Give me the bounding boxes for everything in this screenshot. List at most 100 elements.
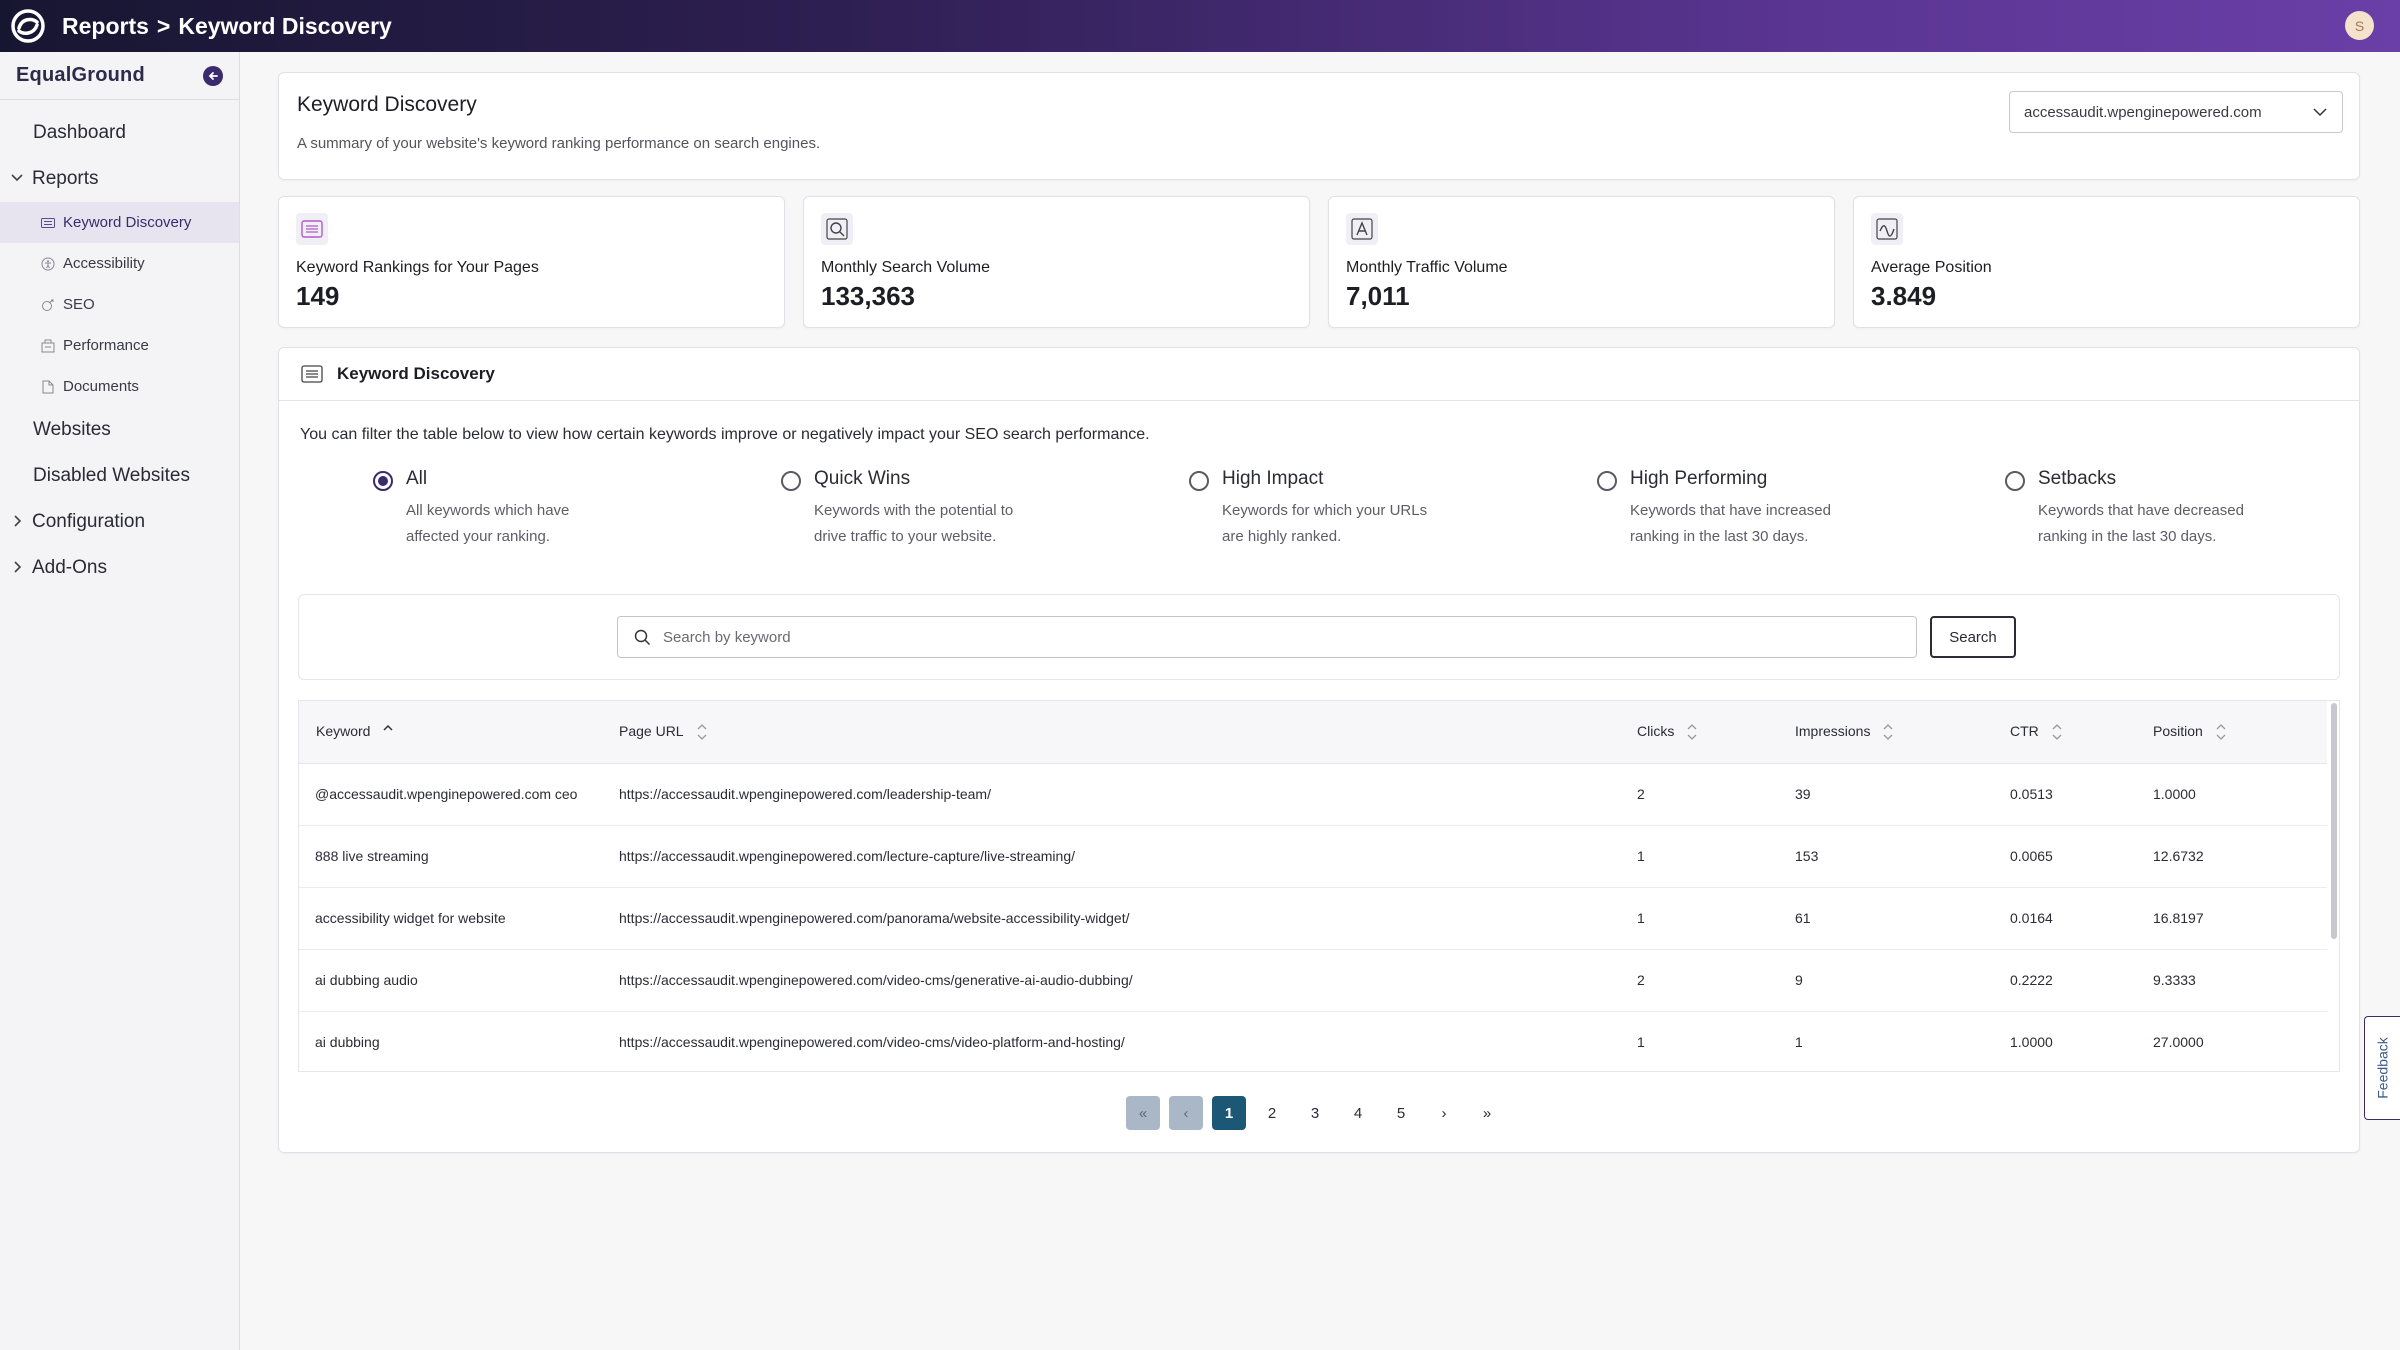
sidebar-item-configuration[interactable]: Configuration	[0, 499, 239, 545]
sort-icon[interactable]	[2051, 723, 2063, 741]
radio-button[interactable]	[781, 471, 801, 491]
sidebar-item-label: Dashboard	[33, 122, 126, 143]
table-row: 888 live streaming https://accessaudit.w…	[299, 825, 2327, 887]
stat-monthly-search-volume: Monthly Search Volume 133,363	[803, 196, 1310, 328]
keyboard-icon	[40, 215, 56, 231]
brand-row: EqualGround	[0, 52, 239, 100]
sidebar-item-add-ons[interactable]: Add-Ons	[0, 545, 239, 591]
document-icon	[40, 379, 56, 395]
filter-high-performing[interactable]: High Performing Keywords that have incre…	[1597, 468, 1837, 550]
cell-ctr: 0.2222	[2010, 972, 2053, 988]
cell-keyword: accessibility widget for website	[315, 910, 506, 926]
filter-title: Quick Wins	[814, 468, 911, 489]
sidebar-item-accessibility[interactable]: Accessibility	[0, 243, 239, 284]
website-select[interactable]: accessaudit.wpenginepowered.com	[2009, 91, 2343, 133]
table-scrollbar[interactable]	[2331, 703, 2337, 939]
sidebar-item-reports[interactable]: Reports	[0, 156, 239, 202]
search-input[interactable]	[663, 628, 1863, 646]
filter-all[interactable]: All All keywords which have affected you…	[373, 468, 613, 550]
next-page-button[interactable]: ›	[1441, 1104, 1447, 1122]
column-header-position[interactable]: Position	[2153, 701, 2327, 764]
page-title: Keyword Discovery	[297, 93, 477, 116]
top-bar: Reports > Keyword Discovery S	[0, 0, 2400, 52]
first-page-button[interactable]: «	[1126, 1096, 1160, 1130]
sort-icon[interactable]	[1686, 723, 1698, 741]
user-avatar[interactable]: S	[2345, 11, 2374, 40]
stat-value: 149	[296, 281, 340, 311]
sidebar-item-keyword-discovery[interactable]: Keyword Discovery	[0, 202, 239, 243]
column-header-keyword[interactable]: Keyword	[299, 701, 619, 764]
cell-position: 1.0000	[2153, 786, 2196, 802]
sidebar-item-label: Keyword Discovery	[63, 214, 192, 231]
filter-description: Keywords that have increased ranking in …	[1630, 502, 1831, 545]
filter-title: Setbacks	[2038, 468, 2117, 489]
page-button-5[interactable]: 5	[1396, 1104, 1406, 1122]
sidebar-item-websites[interactable]: Websites	[0, 407, 239, 453]
app-logo-icon[interactable]	[10, 8, 46, 44]
performance-icon	[40, 338, 56, 354]
stat-label: Average Position	[1871, 259, 1992, 276]
search-icon	[634, 629, 651, 645]
breadcrumb-reports[interactable]: Reports	[62, 12, 149, 39]
cell-impressions: 1	[1795, 1034, 1803, 1050]
search-field[interactable]	[617, 616, 1917, 658]
filter-description: Keywords for which your URLs are highly …	[1222, 502, 1428, 545]
filter-description: Keywords with the potential to drive tra…	[814, 502, 1014, 545]
sidebar-item-documents[interactable]: Documents	[0, 366, 239, 407]
page-button-3[interactable]: 3	[1310, 1104, 1320, 1122]
filter-description: All keywords which have affected your ra…	[406, 502, 570, 545]
section-description: You can filter the table below to view h…	[300, 426, 1150, 443]
sort-icon[interactable]	[696, 723, 708, 741]
sort-icon[interactable]	[2215, 723, 2227, 741]
sidebar-item-label: Accessibility	[63, 255, 145, 272]
sidebar-item-dashboard[interactable]: Dashboard	[0, 110, 239, 156]
trend-icon	[1871, 213, 1903, 245]
sidebar-item-seo[interactable]: SEO	[0, 284, 239, 325]
table-row: ai dubbing https://accessaudit.wpenginep…	[299, 1011, 2327, 1071]
cell-impressions: 39	[1795, 786, 1811, 802]
cell-impressions: 61	[1795, 910, 1811, 926]
keyword-table: Keyword Page URL Clicks Impressions CTR …	[299, 701, 2327, 1071]
stat-label: Monthly Search Volume	[821, 259, 990, 276]
previous-page-button[interactable]: ‹	[1169, 1096, 1203, 1130]
page-button-4[interactable]: 4	[1353, 1104, 1363, 1122]
column-header-page-url[interactable]: Page URL	[619, 701, 1637, 764]
feedback-label: Feedback	[2374, 1037, 2391, 1099]
cell-ctr: 0.0164	[2010, 910, 2053, 926]
collapse-sidebar-button[interactable]	[203, 65, 223, 86]
sidebar-item-performance[interactable]: Performance	[0, 325, 239, 366]
cell-keyword: ai dubbing audio	[315, 972, 418, 988]
arrow-left-icon	[208, 71, 218, 80]
radio-button[interactable]	[373, 471, 393, 491]
stat-label: Keyword Rankings for Your Pages	[296, 259, 539, 276]
radio-button[interactable]	[2005, 471, 2025, 491]
column-header-label: Clicks	[1637, 722, 1675, 739]
cell-page-url: https://accessaudit.wpenginepowered.com/…	[619, 972, 1133, 988]
sidebar-item-label: Documents	[63, 378, 139, 395]
stat-average-position: Average Position 3.849	[1853, 196, 2360, 328]
search-button[interactable]: Search	[1930, 616, 2016, 658]
keyword-discovery-card: Keyword Discovery You can filter the tab…	[278, 347, 2360, 1153]
filter-setbacks[interactable]: Setbacks Keywords that have decreased ra…	[2005, 468, 2245, 550]
radio-button[interactable]	[1597, 471, 1617, 491]
cell-page-url: https://accessaudit.wpenginepowered.com/…	[619, 1034, 1125, 1050]
sort-ascending-icon[interactable]	[382, 723, 394, 741]
keyword-table-container: Keyword Page URL Clicks Impressions CTR …	[298, 700, 2340, 1072]
sidebar-item-label: Disabled Websites	[33, 465, 191, 486]
website-select-value: accessaudit.wpenginepowered.com	[2024, 103, 2262, 121]
column-header-ctr[interactable]: CTR	[2010, 701, 2153, 764]
page-button-1[interactable]: 1	[1212, 1096, 1246, 1130]
page-button-2[interactable]: 2	[1267, 1104, 1277, 1122]
radio-button[interactable]	[1189, 471, 1209, 491]
column-header-clicks[interactable]: Clicks	[1637, 701, 1795, 764]
feedback-tab[interactable]: Feedback	[2364, 1016, 2400, 1120]
sidebar-item-disabled-websites[interactable]: Disabled Websites	[0, 453, 239, 499]
last-page-button[interactable]: »	[1482, 1104, 1492, 1122]
stat-value: 3.849	[1871, 281, 1937, 311]
filter-quick-wins[interactable]: Quick Wins Keywords with the potential t…	[781, 468, 1021, 550]
filter-high-impact[interactable]: High Impact Keywords for which your URLs…	[1189, 468, 1429, 550]
sort-icon[interactable]	[1882, 723, 1894, 741]
cell-position: 9.3333	[2153, 972, 2196, 988]
column-header-impressions[interactable]: Impressions	[1795, 701, 2010, 764]
filter-radio-group: All All keywords which have affected you…	[279, 468, 2361, 578]
